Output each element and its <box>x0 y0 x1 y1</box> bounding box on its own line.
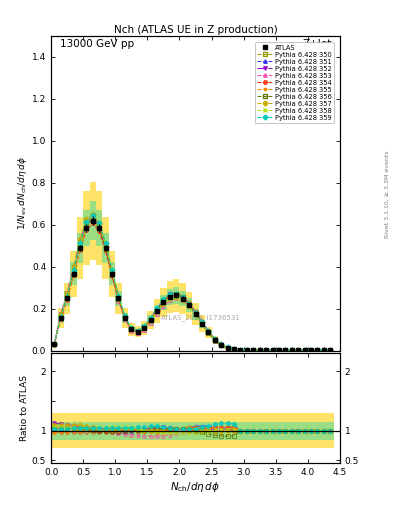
Y-axis label: $1/N_{\rm ev}\,dN_{\rm ch}/d\eta\,d\phi$: $1/N_{\rm ev}\,dN_{\rm ch}/d\eta\,d\phi$ <box>16 156 29 230</box>
Text: Z+Jet: Z+Jet <box>302 39 331 49</box>
X-axis label: $N_{\rm ch}/d\eta\,d\phi$: $N_{\rm ch}/d\eta\,d\phi$ <box>171 480 220 494</box>
Y-axis label: Ratio to ATLAS: Ratio to ATLAS <box>20 375 29 441</box>
Text: 13000 GeV pp: 13000 GeV pp <box>60 39 134 49</box>
Text: Rivet 3.1.10, ≥ 3.3M events: Rivet 3.1.10, ≥ 3.3M events <box>385 151 389 239</box>
Legend: ATLAS, Pythia 6.428 350, Pythia 6.428 351, Pythia 6.428 352, Pythia 6.428 353, P: ATLAS, Pythia 6.428 350, Pythia 6.428 35… <box>255 42 334 123</box>
Text: ATLAS_2019_I1736531: ATLAS_2019_I1736531 <box>162 314 241 321</box>
Title: Nch (ATLAS UE in Z production): Nch (ATLAS UE in Z production) <box>114 25 277 35</box>
